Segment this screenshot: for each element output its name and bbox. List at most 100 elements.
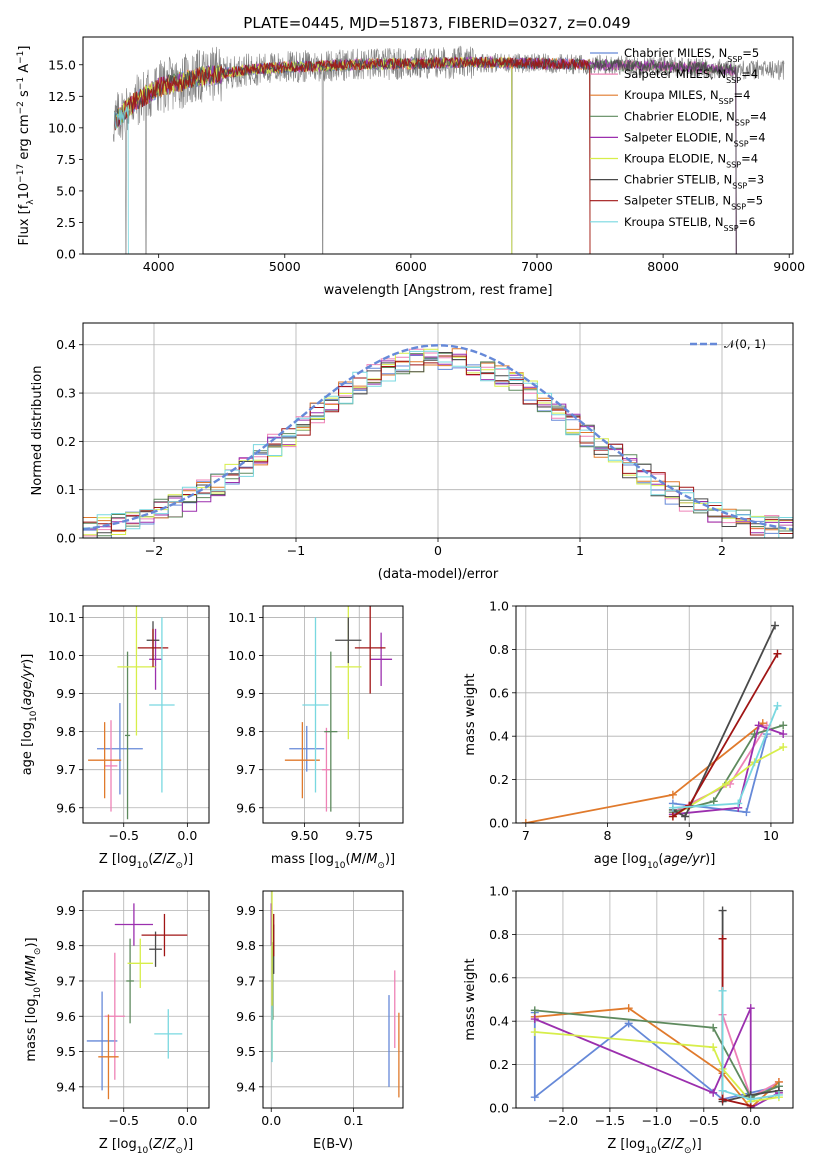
weight-marker — [530, 1006, 539, 1015]
x-tick-label: −0.5 — [109, 1113, 139, 1128]
y-tick-label: 0.8 — [489, 927, 509, 942]
y-tick-label: 9.8 — [56, 724, 76, 739]
x-tick-label: −2 — [145, 543, 163, 558]
plot-area — [83, 891, 209, 1108]
x-tick-label: 7000 — [521, 259, 553, 274]
figure-title: PLATE=0445, MJD=51873, FIBERID=0327, z=0… — [243, 14, 630, 32]
x-axis-label: Z [log10(Z/Z⊙)] — [607, 1137, 701, 1156]
x-tick-label: −1 — [287, 543, 305, 558]
y-tick-label: 0.4 — [489, 729, 509, 744]
y-tick-label: 9.6 — [236, 1009, 256, 1024]
x-axis-label: Z [log10(Z/Z⊙)] — [99, 852, 193, 871]
weight-marker — [624, 1004, 633, 1013]
y-tick-label: 1.0 — [489, 884, 509, 899]
y-tick-label: 9.7 — [56, 973, 76, 988]
weight-marker — [709, 797, 718, 806]
x-axis-label: wavelength [Angstrom, rest frame] — [324, 283, 553, 298]
plot-area — [113, 45, 785, 254]
weight-marker — [773, 649, 782, 658]
x-tick-label: 4000 — [143, 259, 175, 274]
y-tick-label: 0.3 — [56, 386, 76, 401]
plot-area — [516, 891, 793, 1108]
x-tick-label: 0.1 — [344, 1113, 364, 1128]
y-tick-label: 9.8 — [236, 938, 256, 953]
plot-area — [83, 606, 209, 823]
weight-marker — [530, 1093, 539, 1102]
x-tick-label: −1.0 — [642, 1113, 672, 1128]
x-tick-label: 8000 — [647, 259, 679, 274]
panel-mass-vs-ebv: 0.0 0.1 9.4 9.5 9.6 9.7 9.8 9.9 — [236, 890, 404, 1128]
plot-area — [263, 606, 403, 823]
y-tick-label: 9.7 — [236, 973, 256, 988]
y-tick-label: 9.5 — [236, 1044, 256, 1059]
axes-frame — [515, 605, 794, 824]
axes-frame — [262, 605, 404, 824]
model-spectrum-line — [114, 56, 591, 254]
weight-marker — [734, 799, 743, 808]
y-tick-label: 0.0 — [56, 247, 76, 262]
x-tick-label: 9 — [685, 828, 693, 843]
model-spectrum-line — [114, 104, 129, 254]
x-tick-label: 9.75 — [345, 828, 373, 843]
weight-marker — [681, 812, 690, 821]
axes-frame — [82, 605, 210, 824]
legend-label: Kroupa STELIB, NSSP=6 — [624, 215, 755, 233]
weight-marker — [746, 1095, 755, 1104]
weight-marker — [685, 801, 694, 810]
weight-marker — [668, 790, 677, 799]
weight-marker — [709, 1043, 718, 1052]
x-tick-label: 8 — [604, 828, 612, 843]
y-tick-label: 0.4 — [56, 337, 76, 352]
y-tick-label: 9.7 — [236, 762, 256, 777]
y-axis-label: Normed distribution — [30, 366, 45, 496]
panel-age-vs-mass: 9.50 9.75 9.6 9.7 9.8 9.9 10.0 10.1 mass [log10(… — [228, 605, 404, 871]
weight-line — [534, 1009, 780, 1099]
histogram-step — [83, 348, 793, 532]
weight-marker — [709, 1088, 718, 1097]
y-tick-label: 0.2 — [489, 772, 509, 787]
y-axis-label: age [log10(age/yr)] — [20, 654, 39, 776]
panel-spectrum: 4000 5000 6000 7000 8000 9000 0.0 2.5 5.0 7.5 10.0… — [16, 36, 805, 298]
x-tick-label: 7 — [522, 828, 530, 843]
weight-line — [721, 990, 780, 1101]
x-tick-label: −0.5 — [109, 828, 139, 843]
legend-label: Salpeter ELODIE, NSSP=4 — [624, 130, 766, 148]
weight-marker — [742, 808, 751, 817]
x-tick-label: 6000 — [395, 259, 427, 274]
y-tick-label: 9.7 — [56, 762, 76, 777]
weight-marker — [668, 803, 677, 812]
weight-line — [672, 746, 784, 818]
panel-age-vs-Z: −0.5 0.0 9.6 9.7 9.8 9.9 10.0 10.1 Z [log10(Z/Z⊙… — [20, 605, 210, 871]
model-spectrum-line — [114, 56, 513, 254]
y-tick-label: 0.6 — [489, 970, 509, 985]
panel-massweight-vs-Z: −2.0 −1.5 −1.0 −0.5 0.0 0.0 0.2 0.4 0.6 0.8 1.0 Z [… — [463, 884, 794, 1156]
panel-massweight-vs-age: 7 8 9 10 0.0 0.2 0.4 0.6 0.8 1.0 age [log10(age/yr… — [463, 599, 794, 871]
weight-marker — [779, 721, 788, 730]
y-tick-label: 9.4 — [236, 1079, 256, 1094]
weight-marker — [779, 743, 788, 752]
panel-mass-vs-Z: −0.5 0.0 9.4 9.5 9.6 9.7 9.8 9.9 Z [log10(Z/Z⊙)]… — [24, 890, 210, 1156]
axes-frame — [82, 322, 794, 539]
plot-area — [516, 606, 793, 823]
y-tick-label: 0.1 — [56, 482, 76, 497]
x-tick-label: 9000 — [773, 259, 805, 274]
legend-label: Kroupa MILES, NSSP=4 — [624, 88, 750, 106]
weight-marker — [718, 986, 727, 995]
legend-label: Kroupa ELODIE, NSSP=4 — [624, 152, 758, 170]
x-tick-label: 0.0 — [261, 1113, 281, 1128]
weight-marker — [758, 719, 767, 728]
weight-marker — [721, 779, 730, 788]
weight-marker — [754, 721, 763, 730]
y-tick-label: 0.6 — [489, 685, 509, 700]
weight-marker — [709, 1023, 718, 1032]
y-tick-label: 10.1 — [228, 610, 256, 625]
y-tick-label: 10.1 — [48, 610, 76, 625]
weight-marker — [624, 1019, 633, 1028]
weight-marker — [530, 1028, 539, 1037]
legend-label: Chabrier ELODIE, NSSP=4 — [624, 109, 767, 127]
y-tick-label: 9.8 — [56, 938, 76, 953]
x-tick-label: 1 — [576, 543, 584, 558]
weight-marker — [718, 906, 727, 915]
y-tick-label: 10.0 — [48, 120, 76, 135]
